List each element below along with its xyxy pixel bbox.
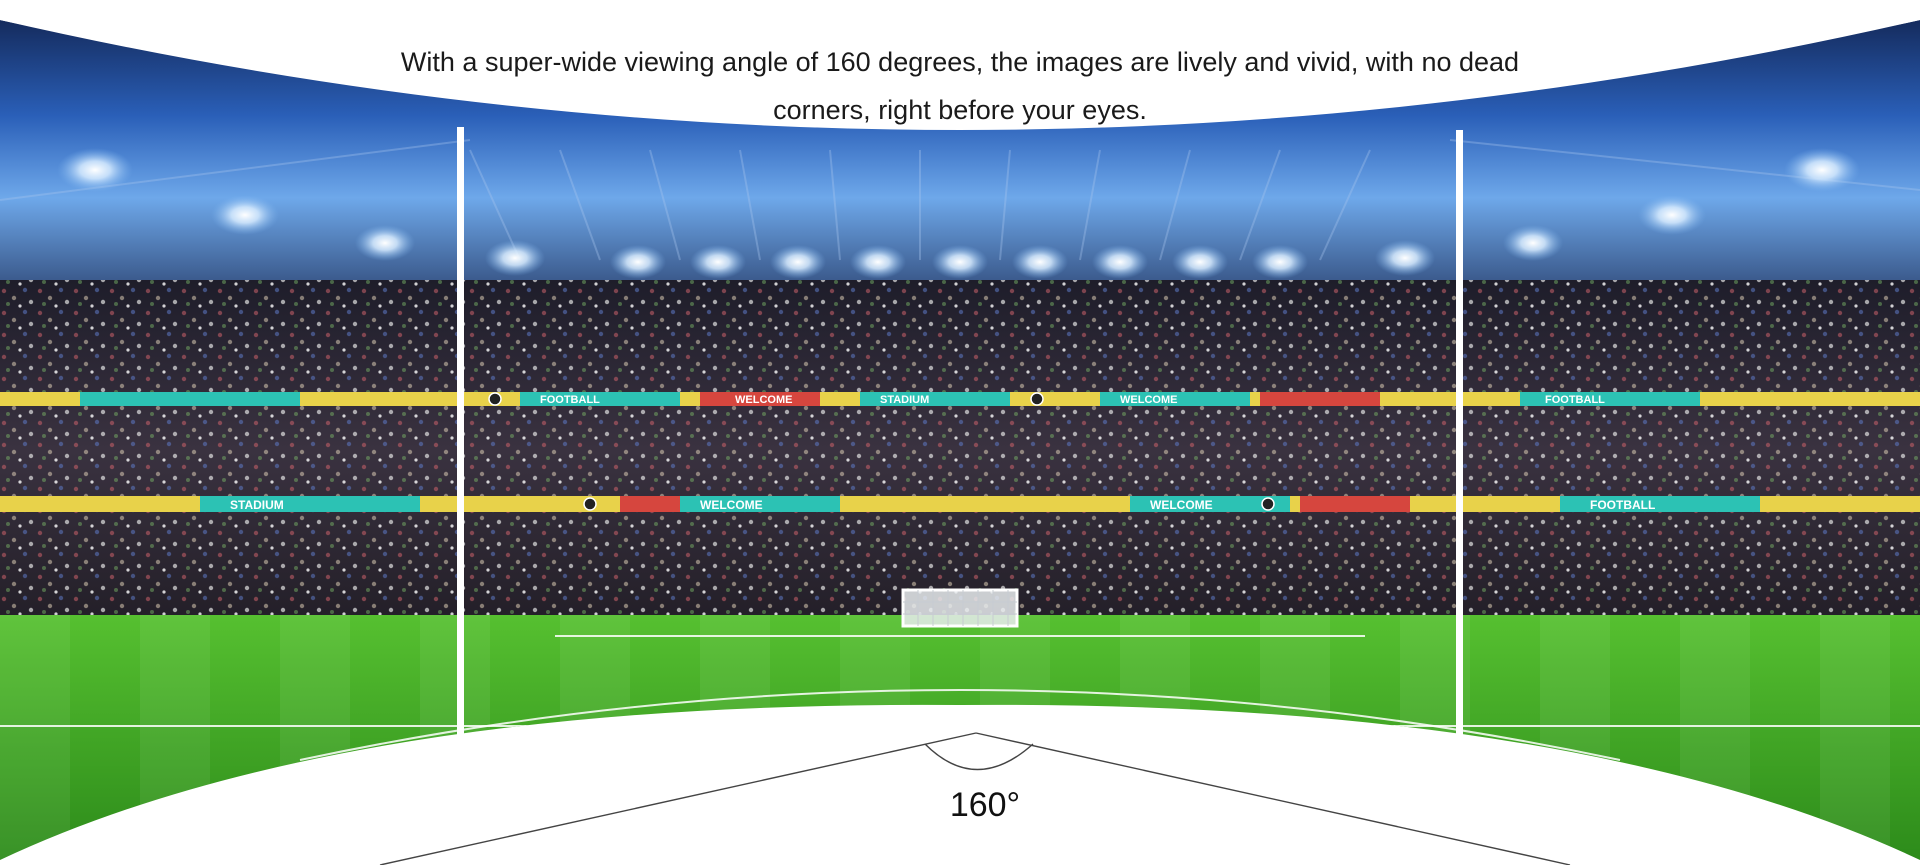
banner-lower [0, 496, 1920, 512]
roof-trusses [0, 139, 1920, 261]
banner-text-welcome-3: WELCOME [700, 498, 763, 512]
banner-text-welcome-1: WELCOME [735, 394, 792, 406]
goal-icon [901, 588, 1019, 628]
football-icon [488, 392, 1275, 511]
viewing-angle-indicator [379, 732, 1571, 865]
screen-divider-right [1456, 130, 1463, 737]
banner-text-football-3: FOOTBALL [1590, 498, 1655, 512]
banner-text-welcome-2: WELCOME [1120, 394, 1177, 406]
banner-text-football-2: FOOTBALL [1545, 394, 1605, 406]
banner-text-stadium-2: STADIUM [230, 498, 284, 512]
banner-text-welcome-4: WELCOME [1150, 498, 1213, 512]
screen-divider-left [457, 127, 464, 737]
top-white-curve [0, 0, 1920, 125]
banner-text-football-1: FOOTBALL [540, 394, 600, 406]
banner-text-stadium-1: STADIUM [880, 394, 929, 406]
banner-upper [0, 392, 1920, 406]
floodlight-icon [57, 148, 1860, 279]
angle-label: 160° [949, 786, 1021, 824]
headline-text: With a super-wide viewing angle of 160 d… [400, 47, 1520, 125]
